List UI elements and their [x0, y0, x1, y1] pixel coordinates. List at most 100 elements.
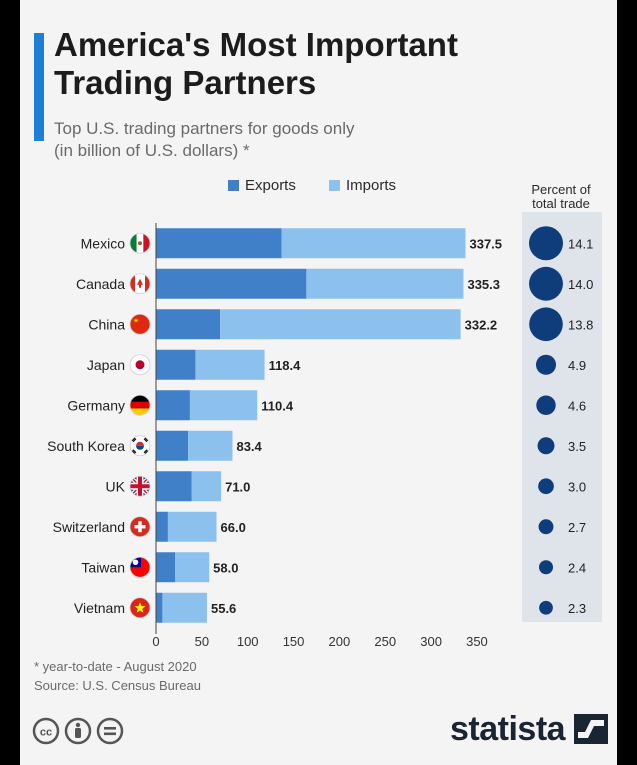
exports-bar-6 [156, 471, 192, 502]
exports-bar-5 [156, 430, 189, 461]
infographic-card: America's Most Important Trading Partner… [20, 0, 617, 765]
china-flag-icon [129, 313, 151, 335]
south-korea-flag-icon [129, 435, 151, 457]
percent-label-6: 3.0 [568, 479, 586, 494]
imports-bar-5 [188, 430, 233, 461]
x-tick-label-4: 200 [329, 634, 351, 649]
legend-label-1: Imports [346, 177, 396, 194]
x-tick-label-7: 350 [466, 634, 488, 649]
total-label-8: 58.0 [213, 560, 238, 575]
imports-bar-1 [306, 268, 464, 299]
legend-swatch-1 [329, 180, 340, 191]
category-label-7: Switzerland [53, 519, 125, 535]
category-label-1: Canada [76, 276, 125, 292]
total-label-5: 83.4 [236, 439, 262, 454]
percent-bubble-8 [538, 560, 554, 575]
chart-footer: * year-to-date - August 2020 Source: U.S… [34, 657, 201, 695]
statista-logo-mark-icon [574, 714, 608, 744]
total-label-3: 118.4 [269, 358, 302, 373]
category-label-9: Vietnam [74, 600, 125, 616]
percent-bubble-6 [538, 478, 554, 495]
category-label-6: UK [106, 478, 126, 494]
statista-logo-text: statista [450, 710, 566, 748]
exports-bar-4 [156, 390, 190, 421]
svg-text:cc: cc [40, 727, 52, 739]
footnote: * year-to-date - August 2020 [34, 659, 197, 674]
exports-bar-0 [156, 228, 282, 259]
total-label-7: 66.0 [221, 520, 246, 535]
no-derivatives-icon [96, 717, 124, 745]
x-tick-label-1: 50 [195, 634, 209, 649]
exports-bar-2 [156, 309, 221, 340]
chart-subtitle: Top U.S. trading partners for goods only… [54, 119, 355, 160]
license-icons: cc [32, 717, 124, 745]
category-label-3: Japan [87, 357, 125, 373]
cc-icon: cc [32, 717, 60, 745]
imports-bar-0 [281, 228, 466, 259]
exports-bar-9 [156, 592, 163, 623]
percent-bubble-1 [529, 266, 563, 301]
percent-label-3: 4.9 [568, 358, 586, 373]
imports-bar-3 [195, 349, 265, 380]
exports-bar-3 [156, 349, 196, 380]
total-label-6: 71.0 [225, 479, 250, 494]
category-label-2: China [88, 316, 125, 332]
percent-label-9: 2.3 [568, 601, 586, 616]
percent-label-2: 13.8 [568, 317, 593, 332]
legend-swatch-0 [228, 180, 239, 191]
vietnam-flag-icon [129, 597, 151, 619]
exports-bar-7 [156, 511, 168, 542]
percent-label-1: 14.0 [568, 277, 593, 292]
exports-bar-1 [156, 268, 307, 299]
total-label-4: 110.4 [261, 398, 294, 413]
category-label-0: Mexico [81, 235, 126, 251]
imports-bar-7 [167, 511, 217, 542]
source-note: Source: U.S. Census Bureau [34, 678, 201, 693]
percent-title-line-0: Percent of [531, 182, 591, 197]
percent-bubble-2 [529, 307, 563, 342]
category-label-4: Germany [67, 397, 125, 413]
percent-bubble-3 [535, 354, 557, 375]
japan-flag-icon [129, 354, 151, 376]
percent-bubble-7 [538, 519, 554, 535]
percent-label-7: 2.7 [568, 520, 586, 535]
exports-bar-8 [156, 552, 176, 583]
mexico-flag-icon [129, 232, 151, 254]
total-label-9: 55.6 [211, 601, 236, 616]
taiwan-flag-icon [129, 556, 151, 578]
percent-bubble-4 [536, 395, 556, 415]
percent-bubble-9 [539, 600, 553, 615]
category-label-8: Taiwan [81, 559, 125, 575]
total-label-1: 335.3 [467, 277, 500, 292]
percent-bubble-5 [537, 437, 555, 455]
imports-bar-2 [220, 309, 461, 340]
x-tick-label-3: 150 [283, 634, 305, 649]
attribution-icon [64, 717, 92, 745]
statista-logo: statista [450, 706, 610, 752]
imports-bar-8 [175, 552, 210, 583]
title-accent-bar [34, 33, 44, 141]
total-label-0: 337.5 [469, 236, 502, 251]
chart-title: America's Most Important Trading Partner… [54, 26, 458, 101]
percent-label-4: 4.6 [568, 398, 586, 413]
total-label-2: 332.2 [465, 317, 498, 332]
imports-bar-9 [162, 592, 207, 623]
percent-label-5: 3.5 [568, 439, 586, 454]
percent-title-line-1: total trade [532, 196, 590, 211]
x-tick-label-6: 300 [420, 634, 442, 649]
germany-flag-icon [129, 394, 151, 416]
canada-flag-icon [129, 273, 151, 295]
x-tick-label-0: 0 [152, 634, 159, 649]
x-tick-label-2: 100 [237, 634, 259, 649]
x-tick-label-5: 250 [374, 634, 396, 649]
percent-label-8: 2.4 [568, 560, 586, 575]
switzerland-flag-icon [129, 516, 151, 538]
imports-bar-6 [191, 471, 222, 502]
imports-bar-4 [189, 390, 258, 421]
uk-flag-icon [129, 475, 151, 497]
percent-label-0: 14.1 [568, 236, 593, 251]
legend-label-0: Exports [245, 177, 296, 194]
percent-bubble-0 [529, 226, 563, 261]
category-label-5: South Korea [47, 438, 125, 454]
